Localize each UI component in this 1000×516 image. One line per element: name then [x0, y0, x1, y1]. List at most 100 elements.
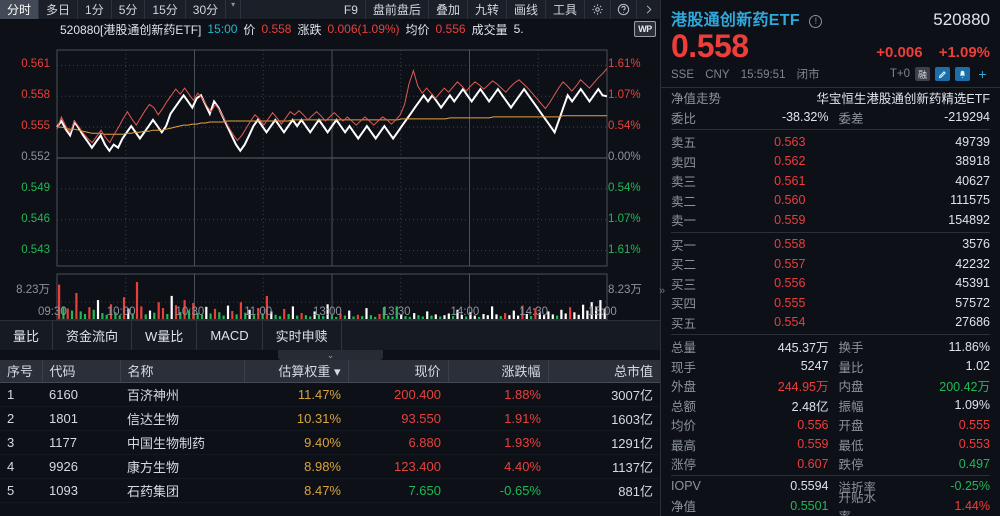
indicator-tab-fundflow[interactable]: 资金流向	[53, 321, 133, 350]
tab-30min[interactable]: 30分	[186, 0, 227, 19]
col-code[interactable]: 代码	[42, 360, 121, 383]
stat-value-left: 2.48亿	[791, 399, 829, 414]
order-ratio-label: 委比	[671, 111, 697, 126]
change-absolute: +0.006	[876, 44, 923, 61]
table-row[interactable]: 1 6160 百济神州 11.47% 200.400 1.88% 3007亿	[0, 382, 660, 407]
fund-stat-value-left: 0.5501	[790, 498, 829, 513]
stat-row: 总量 445.37万 换手 11.86%	[661, 337, 1000, 357]
stat-label-left: 最高	[671, 438, 697, 453]
gear-icon[interactable]	[585, 0, 611, 19]
bid-level-1[interactable]: 买一 0.558 3576	[661, 235, 1000, 255]
button-f9[interactable]: F9	[337, 0, 366, 19]
holding-weight: 11.47%	[244, 382, 348, 407]
button-draw[interactable]: 画线	[507, 0, 546, 19]
bell-icon[interactable]	[955, 67, 970, 81]
tab-1min[interactable]: 1分	[78, 0, 112, 19]
ask-level-label: 卖四	[671, 155, 697, 170]
button-tools[interactable]: 工具	[546, 0, 585, 19]
ask-level-1[interactable]: 卖五 0.563 49739	[661, 132, 1000, 152]
nav-trend-value: 华宝恒生港股通创新药精选ETF	[816, 92, 990, 107]
stat-label-right: 量比	[838, 360, 864, 375]
fund-stat-value-right: -0.25%	[950, 479, 990, 494]
holding-weight: 9.40%	[244, 430, 348, 455]
bid-level-qty: 3576	[962, 237, 990, 252]
bid-level-3[interactable]: 买三 0.556 45391	[661, 274, 1000, 294]
stat-row: 现手 5247 量比 1.02	[661, 357, 1000, 377]
button-jiuzhuan[interactable]: 九转	[468, 0, 507, 19]
collapse-handle[interactable]: ⌄	[278, 350, 383, 360]
ask-level-4[interactable]: 卖二 0.560 111575	[661, 191, 1000, 211]
y-axis-right-tick: 1.07%	[608, 89, 641, 102]
nav-trend-label: 净值走势	[671, 92, 722, 107]
col-weight[interactable]: 估算权重 ▾	[244, 360, 349, 383]
margin-badge: 融	[915, 67, 930, 81]
bid-level-5[interactable]: 买五 0.554 27686	[661, 313, 1000, 333]
fund-stat-label-right: 溢折率	[838, 480, 877, 495]
indicator-tab-liangbi[interactable]: 量比	[0, 321, 54, 350]
bid-level-label: 买三	[671, 277, 697, 292]
pencil-icon[interactable]	[935, 67, 950, 81]
instrument-code: 520880	[933, 10, 990, 29]
holding-code: 9926	[42, 454, 120, 479]
market-code: SSE	[671, 69, 695, 81]
table-row[interactable]: 3 1177 中国生物制药 9.40% 6.880 1.93% 1291亿	[0, 430, 660, 455]
holding-weight: 8.47%	[244, 478, 348, 503]
col-change[interactable]: 涨跌幅	[448, 360, 549, 383]
button-overlay[interactable]: 叠加	[429, 0, 468, 19]
chevron-down-icon[interactable]: ▾	[226, 0, 242, 19]
quote-timestamp: 15:59:51	[740, 69, 786, 81]
tab-fenshi[interactable]: 分时	[0, 0, 40, 19]
stat-label-right: 跌停	[838, 458, 864, 473]
holding-price: 6.880	[348, 430, 448, 455]
indicator-tab-macd[interactable]: MACD	[197, 321, 263, 350]
button-prepost[interactable]: 盘前盘后	[366, 0, 429, 19]
tab-15min[interactable]: 15分	[145, 0, 186, 19]
holdings-table[interactable]: 序号 代码 名称 估算权重 ▾ 现价 涨跌幅 总市值 1 6160 百济神州 11.4…	[0, 360, 660, 516]
x-axis-tick: 13:30	[381, 306, 411, 318]
book-divider-top	[671, 129, 990, 130]
stat-label-left: 现手	[671, 360, 697, 375]
bid-level-2[interactable]: 买二 0.557 42232	[661, 254, 1000, 274]
order-ratio-value: -38.32%	[781, 110, 829, 125]
fund-stat-value-left: 0.5594	[790, 479, 829, 494]
ask-level-qty: 49739	[955, 134, 990, 149]
fund-stat-label-left: IOPV	[671, 479, 701, 494]
stat-row: 均价 0.556 开盘 0.555	[661, 415, 1000, 435]
table-row[interactable]: 2 1801 信达生物 10.31% 93.550 1.91% 1603亿	[0, 406, 660, 431]
y-axis-left-tick: 0.546	[21, 212, 50, 225]
nav-trend-row[interactable]: 净值走势 华宝恒生港股通创新药精选ETF	[661, 88, 1000, 108]
col-index[interactable]: 序号	[0, 360, 43, 383]
holding-change: 1.88%	[448, 382, 548, 407]
col-marketcap[interactable]: 总市值	[548, 360, 660, 383]
toolbar-spacer	[241, 0, 337, 19]
indicator-tab-wliangbi[interactable]: W量比	[132, 321, 198, 350]
tab-duori[interactable]: 多日	[39, 0, 79, 19]
table-row[interactable]: 5 1093 石药集团 8.47% 7.650 -0.65% 881亿	[0, 478, 660, 503]
col-price[interactable]: 现价	[348, 360, 449, 383]
indicator-tab-realtime-creation[interactable]: 实时申赎	[263, 321, 342, 350]
tab-5min[interactable]: 5分	[112, 0, 146, 19]
intraday-chart[interactable]: 0.561 0.558 0.555 0.552 0.549 0.546 0.543 1.61%…	[0, 38, 660, 320]
ask-level-3[interactable]: 卖三 0.561 40627	[661, 171, 1000, 191]
info-icon[interactable]: !	[809, 15, 823, 28]
x-axis-tick: 09:30	[38, 306, 67, 318]
add-icon[interactable]: +	[978, 66, 987, 82]
ask-level-5[interactable]: 卖一 0.559 154892	[661, 210, 1000, 230]
market-status: 闭市	[796, 69, 820, 81]
chevron-right-icon[interactable]	[637, 0, 660, 19]
order-diff-value: -219294	[944, 110, 990, 125]
ask-level-price: 0.561	[774, 173, 806, 188]
ask-level-price: 0.560	[774, 193, 806, 208]
bid-level-price: 0.557	[774, 256, 806, 271]
holding-name: 中国生物制药	[120, 430, 244, 455]
col-name[interactable]: 名称	[120, 360, 245, 383]
bid-level-price: 0.556	[774, 276, 806, 291]
panel-expand-handle[interactable]: »	[659, 285, 666, 297]
stat-value-left: 0.607	[797, 456, 829, 471]
bid-level-4[interactable]: 买四 0.555 57572	[661, 293, 1000, 313]
help-icon[interactable]	[611, 0, 637, 19]
table-row[interactable]: 4 9926 康方生物 8.98% 123.400 4.40% 1137亿	[0, 454, 660, 479]
bid-level-price: 0.558	[774, 237, 806, 252]
ask-level-2[interactable]: 卖四 0.562 38918	[661, 152, 1000, 172]
